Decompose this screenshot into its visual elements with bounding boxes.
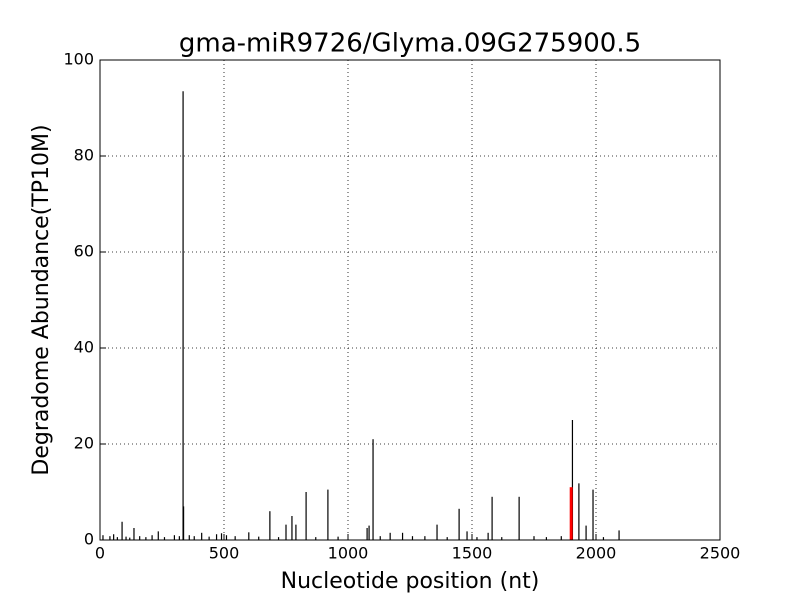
x-tick-label: 1500	[452, 544, 493, 563]
chart-title: gma-miR9726/Glyma.09G275900.5	[179, 29, 641, 59]
y-tick-label: 40	[74, 338, 94, 357]
y-tick-label: 60	[74, 242, 94, 261]
y-tick-label: 80	[74, 146, 94, 165]
x-tick-label: 1000	[328, 544, 369, 563]
x-tick-label: 2500	[700, 544, 741, 563]
y-tick-label: 100	[63, 50, 94, 69]
x-tick-label: 500	[209, 544, 240, 563]
y-tick-label: 20	[74, 434, 94, 453]
x-axis-label: Nucleotide position (nt)	[281, 569, 540, 594]
y-tick-label: 0	[84, 530, 94, 549]
y-axis-label: Degradome Abundance(TP10M)	[29, 124, 54, 475]
x-tick-label: 2000	[576, 544, 617, 563]
plot-frame	[99, 59, 721, 541]
x-tick-label: 0	[95, 544, 105, 563]
